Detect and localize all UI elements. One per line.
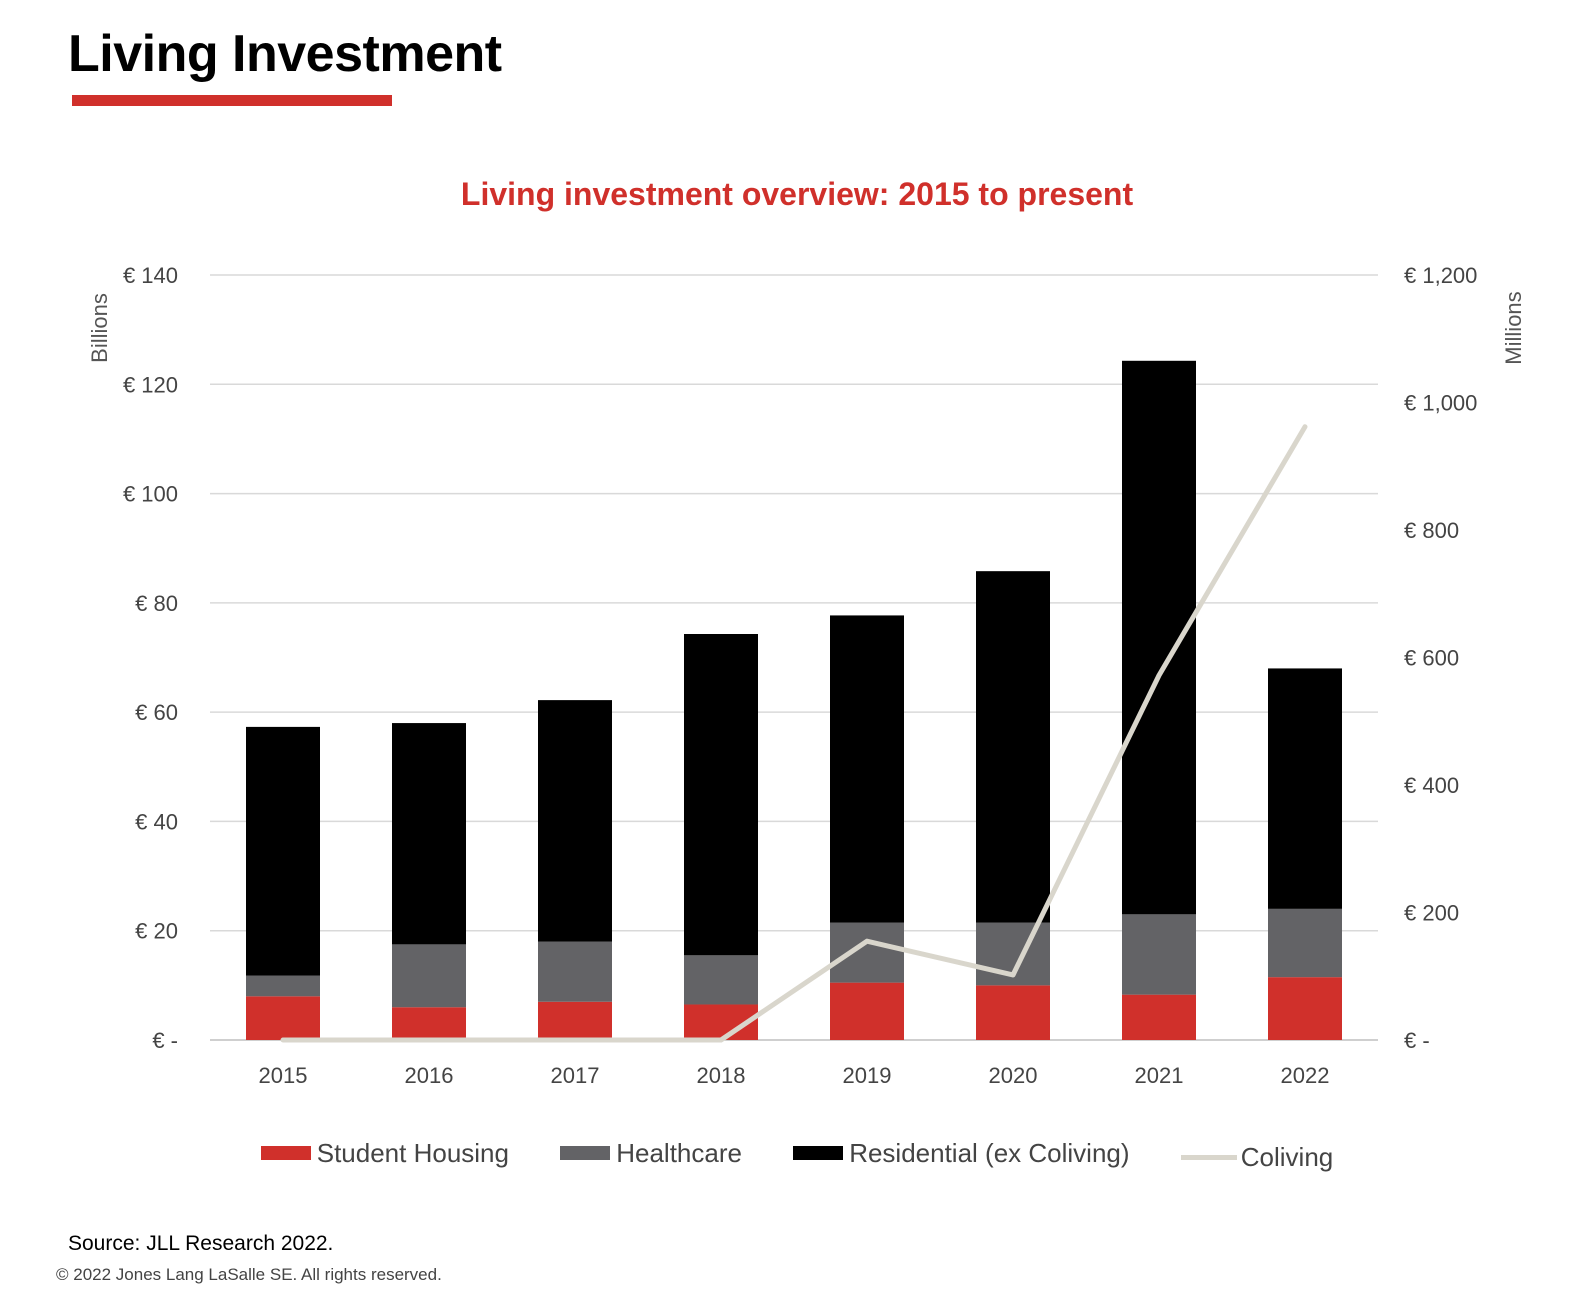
coliving-line [280, 424, 1308, 1043]
copyright-notice: © 2022 Jones Lang LaSalle SE. All rights… [56, 1265, 442, 1284]
page-title: Living Investment [68, 25, 502, 83]
x-tick-label-2015: 2015 [259, 1063, 308, 1088]
student-housing-bar-2015 [246, 996, 320, 1040]
legend-item-residential: Residential (ex Coliving) [793, 1137, 1130, 1169]
legend-label-residential: Residential (ex Coliving) [849, 1137, 1130, 1168]
left-tick-label: € 60 [135, 700, 178, 725]
right-tick-label: € - [1404, 1028, 1430, 1053]
residential-bar-2019 [830, 615, 904, 923]
student-housing-bar-2022 [1268, 977, 1342, 1040]
left-tick-label: € 40 [135, 809, 178, 834]
title-underline [72, 95, 392, 106]
healthcare-bar-2018 [684, 955, 758, 1005]
investment-chart: € - € 20 € 40 € 60 € 80 € 100 € 120 € 140 € - € 2… [123, 263, 1477, 1088]
residential-swatch [793, 1146, 844, 1160]
legend-item-student-housing: Student Housing [260, 1137, 509, 1169]
gridlines [210, 274, 1378, 1041]
right-tick-label: € 200 [1404, 901, 1459, 926]
residential-bar-2017 [538, 700, 612, 942]
residential-bar-2022 [1268, 668, 1342, 909]
source-note: Source: JLL Research 2022. [68, 1232, 334, 1255]
x-tick-label-2018: 2018 [697, 1063, 746, 1088]
student-housing-bar-2021 [1122, 994, 1196, 1040]
student-housing-bar-2016 [392, 1007, 466, 1040]
x-tick-label-2019: 2019 [843, 1063, 892, 1088]
left-tick-label: € 120 [123, 372, 178, 397]
residential-bar-2016 [392, 723, 466, 945]
residential-bar-2018 [684, 634, 758, 956]
axis-labels: € - € 20 € 40 € 60 € 80 € 100 € 120 € 140 € - € 2… [123, 263, 1477, 1088]
left-tick-label: € 100 [123, 482, 178, 507]
residential-bar-2015 [246, 726, 320, 976]
right-tick-label: € 1,200 [1404, 263, 1477, 288]
x-tick-label-2020: 2020 [989, 1063, 1038, 1088]
student-housing-bar-2020 [976, 985, 1050, 1040]
x-tick-label-2016: 2016 [405, 1063, 454, 1088]
legend-label-coliving: Coliving [1240, 1142, 1334, 1172]
legend-label-healthcare: Healthcare [616, 1137, 742, 1168]
x-tick-label-2021: 2021 [1135, 1063, 1184, 1088]
healthcare-bar-2021 [1122, 914, 1196, 995]
coliving-line-swatch [1180, 1155, 1237, 1160]
left-tick-label: € 80 [135, 591, 178, 616]
legend-item-healthcare: Healthcare [560, 1138, 742, 1169]
x-tick-label-2022: 2022 [1281, 1063, 1330, 1088]
residential-bar-2020 [976, 571, 1050, 923]
chart-legend: Student Housing Healthcare Residential (… [0, 1136, 1594, 1173]
right-tick-label: € 600 [1404, 646, 1459, 671]
legend-label-student-housing: Student Housing [316, 1137, 509, 1168]
student-housing-bar-2017 [538, 1001, 612, 1040]
legend-item-coliving: Coliving [1180, 1142, 1334, 1173]
healthcare-bar-2016 [392, 944, 466, 1008]
right-tick-label: € 800 [1404, 518, 1459, 543]
coliving-line-layer [280, 424, 1308, 1043]
left-tick-label: € 20 [135, 919, 178, 944]
right-tick-label: € 400 [1404, 773, 1459, 798]
x-tick-label-2017: 2017 [551, 1063, 600, 1088]
residential-bar-2021 [1122, 360, 1196, 915]
left-tick-label: € - [152, 1028, 178, 1053]
healthcare-bar-2019 [830, 922, 904, 983]
healthcare-bar-2015 [246, 975, 320, 997]
chart-title: Living investment overview: 2015 to pres… [460, 176, 1134, 212]
student-housing-bar-2019 [830, 982, 904, 1040]
healthcare-swatch [560, 1146, 611, 1160]
stacked-bars [246, 360, 1342, 1040]
student-housing-swatch [260, 1146, 311, 1160]
healthcare-bar-2022 [1268, 908, 1342, 978]
right-tick-label: € 1,000 [1404, 391, 1477, 416]
left-tick-label: € 140 [123, 263, 178, 288]
healthcare-bar-2017 [538, 941, 612, 1002]
